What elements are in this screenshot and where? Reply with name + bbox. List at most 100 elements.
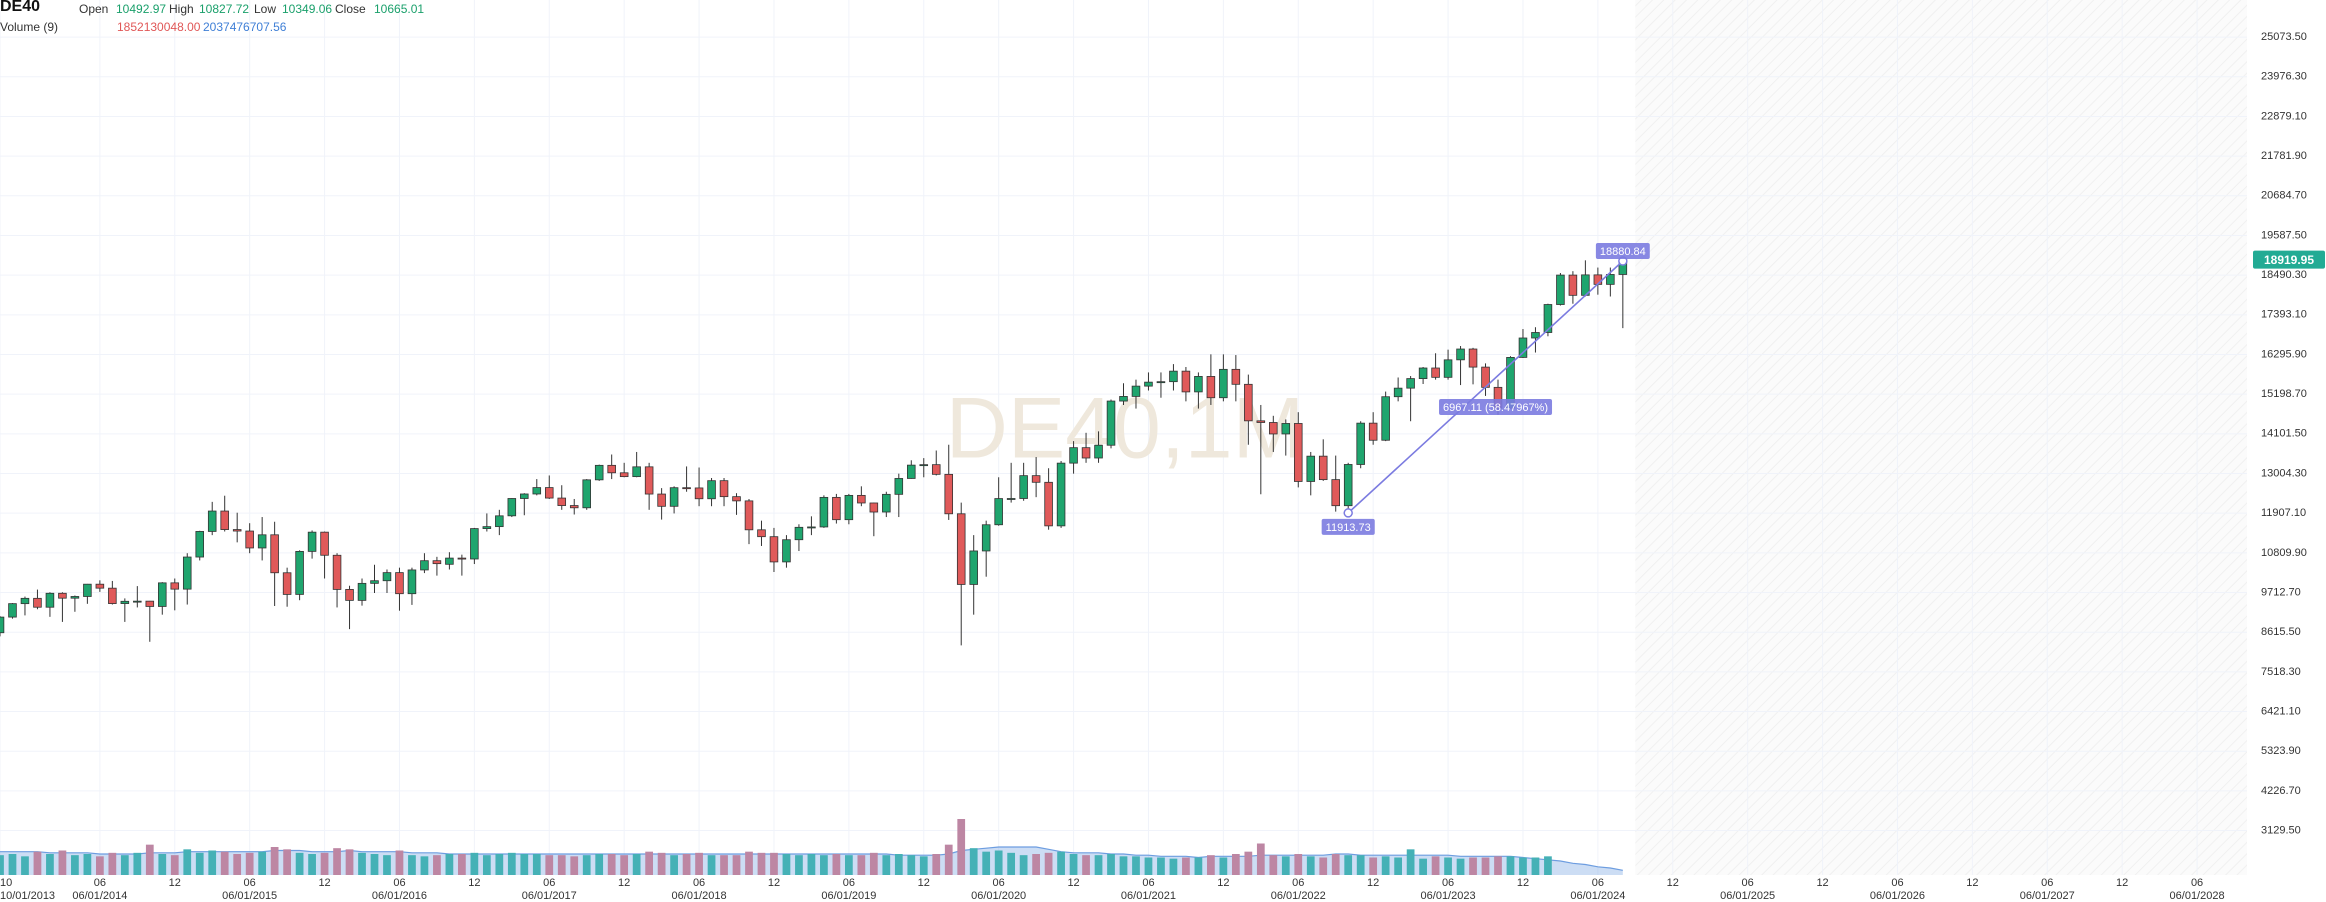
x-tick-label: 06 (1891, 877, 1903, 889)
volume-bar (807, 854, 816, 875)
volume-bar (757, 852, 766, 875)
candle-body (357, 582, 367, 601)
volume-bar (1444, 857, 1452, 875)
volume-bar (183, 849, 192, 875)
candle-body (432, 560, 442, 565)
x-tick-label: 12 (318, 877, 330, 889)
volume-bar (1531, 857, 1540, 875)
x-date-label: 06/01/2014 (72, 890, 127, 902)
volume-bar (907, 855, 916, 875)
candle-body (1331, 479, 1340, 507)
candle-body (1293, 423, 1303, 482)
candle-body (45, 592, 55, 608)
volume-bar (607, 854, 616, 875)
volume-bar (1032, 854, 1040, 875)
volume-bar (71, 855, 79, 875)
volume-bar (283, 849, 291, 875)
y-tick-label: 13004.30 (2261, 467, 2307, 479)
volume-bar (158, 854, 167, 875)
volume-bar (1082, 855, 1090, 875)
volume-bar (1319, 857, 1328, 875)
x-tick-label: 12 (918, 877, 930, 889)
future-region (1635, 0, 2247, 875)
trend-end-label-group: 18880.84 (1595, 243, 1650, 260)
x-tick-label: 10 (0, 877, 12, 889)
candle-body (532, 487, 542, 495)
candle-body (120, 600, 130, 604)
volume-bar (720, 855, 728, 875)
volume-bar (1169, 858, 1178, 875)
volume-bar (495, 854, 504, 875)
volume-bar (295, 852, 304, 875)
volume-bar (595, 854, 604, 875)
volume-bar (233, 854, 242, 875)
volume-bar (46, 854, 54, 875)
candle-body (70, 596, 80, 599)
volume-bar (120, 855, 129, 875)
volume-ma-value: 2037476707.56 (203, 20, 287, 34)
candle-body (869, 502, 879, 513)
candle-body (744, 500, 754, 531)
volume-bar (1481, 857, 1490, 875)
x-date-label: 10/01/2013 (0, 890, 55, 902)
candle-body (382, 572, 392, 582)
volume-bar (383, 855, 391, 875)
y-tick-label: 17393.10 (2261, 309, 2307, 321)
y-tick-label: 25073.50 (2261, 31, 2307, 43)
volume-bar (657, 852, 666, 875)
volume-bar (208, 850, 217, 875)
x-tick-label: 12 (169, 877, 181, 889)
volume-bar (820, 855, 828, 875)
close-value: 10665.01 (374, 2, 425, 16)
volume-bar (632, 854, 641, 875)
x-tick-label: 12 (1966, 877, 1978, 889)
candle-body (420, 560, 429, 571)
volume-bar (145, 844, 154, 875)
volume-bar (1344, 855, 1353, 875)
candle-body (1131, 385, 1141, 397)
candle-body (931, 464, 941, 475)
last-price-label: 18919.95 (2264, 253, 2314, 267)
candle-body (769, 536, 779, 563)
volume-bar (557, 855, 566, 875)
y-tick-label: 21781.90 (2261, 150, 2307, 162)
candle-body (158, 582, 167, 607)
y-tick-label: 10809.90 (2261, 547, 2307, 559)
candle-body (1106, 400, 1116, 446)
open-value: 10492.97 (116, 2, 167, 16)
trend-change-label: 6967.11 (58.47967%) (1443, 402, 1548, 414)
volume-bar (1044, 852, 1053, 875)
high-label: High (169, 2, 194, 16)
volume-bar (1094, 855, 1103, 875)
volume-bar (745, 851, 753, 875)
trend-start-label: 11913.73 (1326, 522, 1371, 534)
volume-bar (1019, 855, 1028, 875)
candle-body (332, 554, 342, 590)
candle-body (507, 498, 517, 517)
y-tick-label: 19587.50 (2261, 229, 2307, 241)
candle-body (757, 529, 766, 538)
x-tick-label: 12 (618, 877, 630, 889)
x-tick-label: 12 (1217, 877, 1229, 889)
candle-body (782, 539, 791, 563)
candle-body (682, 487, 691, 490)
candle-body (370, 580, 379, 584)
y-tick-label: 7518.30 (2261, 666, 2301, 678)
candle-body (182, 556, 192, 590)
volume-value: 1852130048.00 (117, 20, 201, 34)
x-date-label: 06/01/2017 (522, 890, 577, 902)
candle-body (1219, 368, 1228, 399)
volume-bar (1207, 855, 1215, 875)
volume-bar (645, 851, 654, 875)
volume-bar (795, 855, 803, 875)
volume-bar (8, 854, 17, 875)
volume-bar (1244, 851, 1253, 875)
volume-bar (308, 854, 316, 875)
volume-bar (1132, 856, 1140, 875)
candle-body (1368, 422, 1378, 441)
volume-bar (982, 851, 991, 875)
volume-bar (0, 855, 4, 875)
candle-body (794, 526, 804, 541)
y-tick-label: 11907.10 (2261, 507, 2306, 519)
